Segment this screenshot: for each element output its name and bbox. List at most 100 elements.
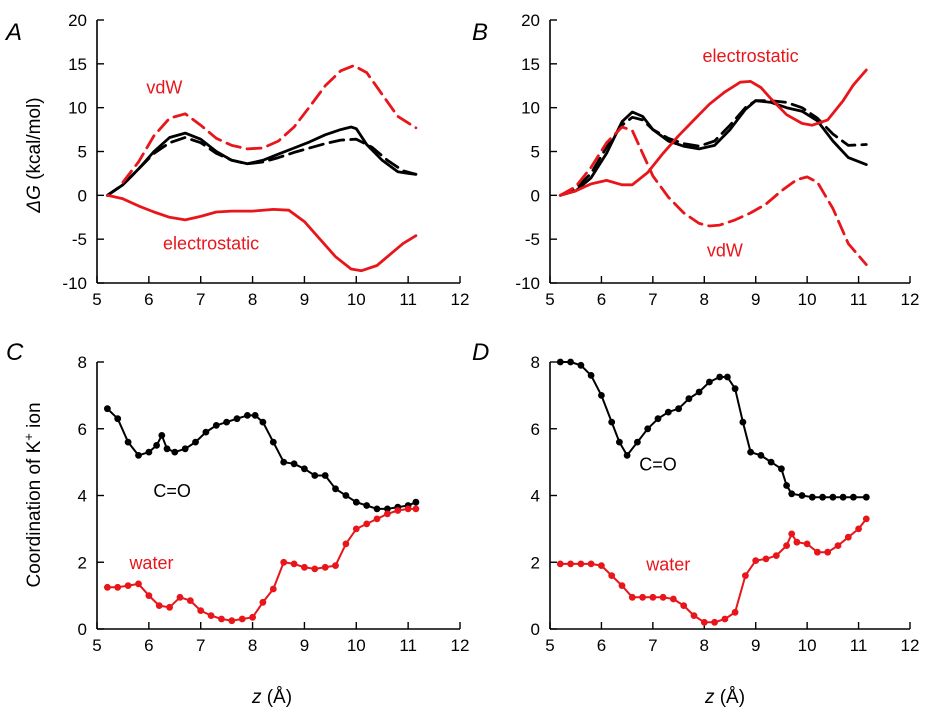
panel-a-series-line-3 [121,64,418,184]
panel-d-data-point [700,618,708,626]
panel-d-data-point [862,493,870,501]
x-tick-label: 8 [248,636,257,655]
y-tick-label: 10 [521,99,540,118]
panel-b-series-line-2 [558,99,868,197]
panel-d-letter: D [472,339,489,366]
panel-d-data-point [824,548,832,556]
y-tick-label: 0 [78,620,87,639]
panel-d-data-point [680,602,688,609]
panel-d-data-point [639,593,646,601]
x-tick-label: 9 [751,290,760,309]
panel-d-data-point [711,618,718,626]
panel-c-data-point [223,418,231,426]
y-tick-label: 6 [78,420,87,439]
x-tick-label: 9 [300,636,309,655]
y-tick-label: 5 [78,143,87,162]
panel-c-data-point [363,502,371,509]
x-tick-label: 11 [399,636,417,655]
panel-d-data-point [670,595,677,603]
panel-c-data-point [218,615,225,623]
x-tick-label: 7 [648,290,657,309]
panel-d-data-point [783,482,790,489]
panel-c-data-point [311,565,319,573]
panel-d-data-point [706,378,713,386]
panel-d-data-point [608,418,616,426]
panel-c-data-point [290,460,298,468]
panel-c-data-point [171,448,179,456]
y-tick-label: 8 [531,353,540,372]
panel-a-series-line-1 [106,125,418,197]
y-tick-label: -10 [515,274,540,293]
x-tick-label: 7 [196,636,205,655]
y-tick-label: 2 [531,553,540,572]
y-tick-label: 6 [531,420,540,439]
panel-a-series-line-4 [106,193,418,273]
panel-d-data-point [752,557,760,564]
x-tick-label: 11 [850,290,868,309]
panel-c-data-point [404,505,412,513]
panel-c-data-point [228,617,236,625]
panel-c-data-point [251,412,259,419]
panel-d-data-point [690,612,698,619]
y-tick-label: -10 [62,274,87,293]
panel-d-data-point [587,560,595,568]
panel-c-data-point [186,597,194,604]
panel-c-data-point [212,422,220,429]
panel-c-data-point [233,415,241,423]
y-tick-label: 10 [68,99,87,118]
x-tick-label: 5 [545,636,554,655]
panel-d-data-point [664,408,672,416]
panel-d-data-point [695,388,703,396]
x-tick-label: 10 [347,290,366,309]
panel-c-data-point [394,507,402,514]
panel-c-data-point [114,583,122,591]
panel-d-data-point [616,438,623,446]
panel-c-data-point [104,405,111,413]
x-tick-label: 8 [700,290,709,309]
panel-d-data-point [788,490,796,498]
x-tick-label: 11 [850,636,868,655]
panel-c-data-point [158,432,166,439]
panel-b-series-line-4 [558,125,868,266]
panel-d-series-line-1 [559,361,868,499]
x-tick-label: 10 [798,290,817,309]
panel-d-data-point [634,438,641,446]
panel-c-data-point [153,442,161,449]
panel-c-data-point [363,520,371,528]
panel-c-data-point [259,598,267,606]
panel-d-data-point [654,415,662,423]
y-axis-title-bottom: Coordination of K+ ion [21,402,45,587]
panel-c-data-point [135,580,142,588]
panel-d-data-point [844,533,852,541]
x-tick-label: 5 [92,636,101,655]
panel-c-data-point [202,428,210,436]
panel-d-data-point [778,465,785,473]
y-tick-label: -5 [525,230,540,249]
x-tick-label: 6 [144,290,153,309]
panel-c-data-point [192,438,199,446]
panel-c-annotation: C=O [153,481,191,501]
panel-c-data-point [280,558,288,566]
panel-d-data-point [747,448,754,456]
panel-c-data-point [352,498,360,506]
panel-d-data-point [675,405,682,413]
panel-c-data-point [269,585,277,593]
panel-c-data-point [135,452,142,459]
panel-c-data-point [166,603,174,611]
y-tick-label: 2 [78,553,87,572]
panel-d-data-point [731,385,739,393]
x-tick-label: 10 [798,636,817,655]
panel-d-data-point [644,425,652,433]
panel-a-annotation: electrostatic [163,234,259,254]
panel-d-data-point [685,395,693,403]
panel-d-data-point [628,593,636,601]
panel-d-data-point [757,452,765,459]
x-tick-label: 10 [347,636,366,655]
panel-c-data-point [412,498,420,506]
panel-c-data-point [163,445,171,453]
panel-d-data-point [587,372,595,379]
panel-d-annotation: water [645,555,690,575]
y-tick-label: 15 [521,55,540,74]
panel-c-data-point [124,582,132,589]
x-tick-label: 6 [597,636,606,655]
